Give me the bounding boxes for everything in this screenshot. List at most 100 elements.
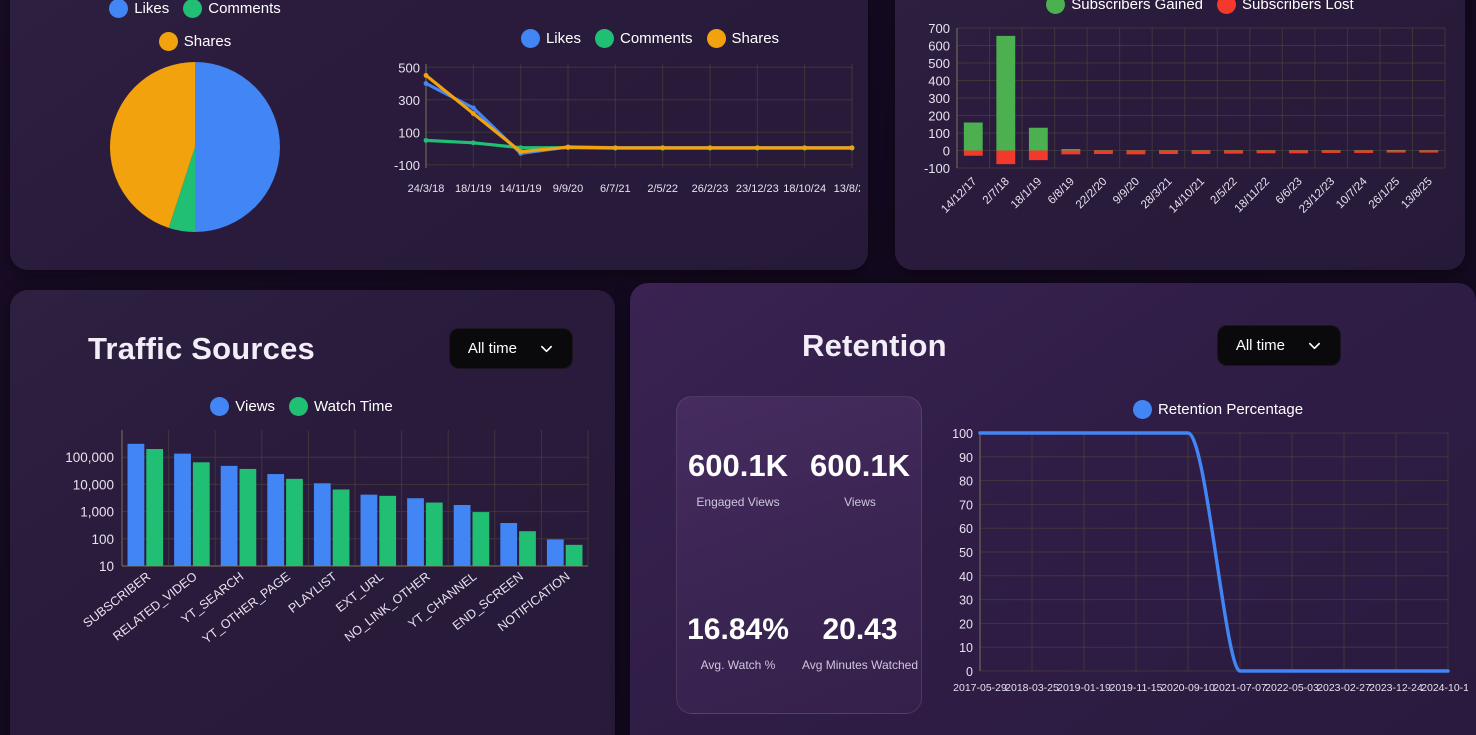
svg-text:700: 700 [928,21,950,36]
traffic-sources-timerange-value: All time [467,340,517,357]
svg-text:2/7/18: 2/7/18 [981,176,1012,207]
legend-item-shares-line[interactable]: Shares [706,29,780,48]
legend-dot-shares [158,32,178,51]
legend-label-comments: Comments [619,30,693,47]
kpi-avg-watch-percent-label: Avg. Watch % [700,657,776,672]
retention-timerange-value: All time [1235,337,1285,354]
kpi-views: 600.1K Views [799,448,921,510]
svg-text:13/8/25: 13/8/25 [1399,176,1435,212]
subscribers-panel: Subscribers Gained Subscribers Lost -100… [895,0,1465,270]
svg-text:30: 30 [959,594,973,608]
svg-text:70: 70 [959,498,973,512]
legend-item-subscribers-gained[interactable]: Subscribers Gained [1046,0,1203,14]
retention-kpi-row-bottom: 16.84% Avg. Watch % 20.43 Avg Minutes Wa… [677,613,921,673]
legend-dot-likes [109,0,129,18]
svg-text:RELATED_VIDEO: RELATED_VIDEO [110,569,200,643]
legend-dot-shares [706,29,726,48]
svg-text:14/10/21: 14/10/21 [1167,176,1207,216]
svg-text:20: 20 [959,617,973,631]
retention-timerange-dropdown[interactable]: All time [1216,325,1341,366]
svg-text:300: 300 [398,93,420,108]
svg-text:100: 100 [398,125,420,140]
svg-text:9/9/20: 9/9/20 [553,183,584,195]
engagement-pie-chart[interactable] [95,59,295,239]
kpi-avg-watch-percent-value: 16.84% [687,612,789,646]
legend-label-subscribers-lost: Subscribers Lost [1242,0,1354,13]
legend-label-watch-time: Watch Time [314,398,393,415]
svg-text:22/2/20: 22/2/20 [1074,176,1110,212]
legend-item-likes-line[interactable]: Likes [520,29,581,48]
svg-text:2023-12-24: 2023-12-24 [1369,682,1423,694]
svg-text:18/1/19: 18/1/19 [1009,176,1045,212]
legend-item-watch-time[interactable]: Watch Time [289,397,393,416]
subscribers-legend: Subscribers Gained Subscribers Lost [935,0,1465,14]
svg-text:2/5/22: 2/5/22 [647,183,678,195]
kpi-avg-minutes-watched-value: 20.43 [822,612,898,646]
legend-dot-likes [520,29,540,48]
legend-item-likes[interactable]: Likes [109,0,169,18]
kpi-avg-minutes-watched: 20.43 Avg Minutes Watched [799,613,921,673]
engagement-pie-block: Likes Comments Shares [10,0,380,239]
svg-text:500: 500 [398,60,420,75]
legend-item-retention-percentage[interactable]: Retention Percentage [1132,400,1303,419]
kpi-engaged-views: 600.1K Engaged Views [677,448,799,510]
legend-item-views[interactable]: Views [210,397,275,416]
engagement-line-chart[interactable]: -100 100 300 500 24/3/18 18/1/19 14/11/19 9/9/2… [380,56,860,206]
engagement-pie-legend: Likes Comments Shares [80,0,310,51]
svg-text:10: 10 [99,559,114,574]
legend-label-shares: Shares [731,30,780,47]
kpi-engaged-views-value: 600.1K [688,448,788,483]
retention-title: Retention [802,327,947,363]
svg-text:0: 0 [943,144,950,159]
retention-line-chart[interactable]: 0 10 20 30 40 50 60 70 80 90 100 2017-05-292018-03-… [938,421,1468,711]
svg-text:200: 200 [928,109,950,124]
svg-text:18/11/22: 18/11/22 [1233,176,1273,216]
svg-text:14/12/17: 14/12/17 [939,176,979,216]
svg-text:1,000: 1,000 [80,505,114,520]
legend-item-comments[interactable]: Comments [183,0,281,18]
svg-text:18/10/24: 18/10/24 [783,183,826,195]
svg-text:2/5/22: 2/5/22 [1209,176,1240,207]
svg-text:300: 300 [928,91,950,106]
svg-text:PLAYLIST: PLAYLIST [286,569,340,616]
svg-text:2023-02-27: 2023-02-27 [1317,682,1371,694]
svg-text:2019-11-15: 2019-11-15 [1110,682,1163,694]
engagement-panel-body: Likes Comments Shares [10,0,868,239]
svg-text:500: 500 [928,56,950,71]
subscribers-bar-chart[interactable]: -100 0 100 200 300 400 500 600 700 14/12/17 2/7/18… [895,18,1455,268]
traffic-sources-timerange-dropdown[interactable]: All time [448,328,573,369]
legend-label-comments: Comments [208,0,281,17]
traffic-sources-bar-chart[interactable]: 101001,00010,000100,000SUBSCRIBERRELATED… [10,416,615,716]
legend-dot-comments [594,29,614,48]
legend-dot-retention-percentage [1132,400,1152,419]
svg-text:24/3/18: 24/3/18 [408,183,445,195]
svg-text:26/1/25: 26/1/25 [1367,176,1403,212]
svg-text:2024-10-19: 2024-10-19 [1421,682,1468,694]
kpi-avg-watch-percent: 16.84% Avg. Watch % [677,613,799,673]
legend-item-comments-line[interactable]: Comments [594,29,693,48]
svg-text:0: 0 [966,665,973,679]
legend-dot-subscribers-lost [1217,0,1236,14]
kpi-views-value: 600.1K [810,448,910,483]
svg-text:NO_LINK_OTHER: NO_LINK_OTHER [342,569,433,644]
svg-text:50: 50 [959,546,973,560]
chevron-down-icon [539,341,554,356]
legend-label-likes: Likes [545,30,581,47]
retention-legend: Retention Percentage [968,400,1468,419]
legend-item-subscribers-lost[interactable]: Subscribers Lost [1217,0,1354,14]
svg-text:60: 60 [959,522,973,536]
svg-text:23/12/23: 23/12/23 [1297,176,1337,216]
svg-text:90: 90 [959,451,973,465]
legend-label-shares: Shares [183,33,232,50]
svg-text:14/11/19: 14/11/19 [500,183,542,195]
kpi-avg-minutes-watched-label: Avg Minutes Watched [801,657,919,672]
svg-text:600: 600 [928,39,950,54]
legend-item-shares[interactable]: Shares [80,32,310,51]
traffic-sources-title: Traffic Sources [88,330,315,366]
svg-text:2017-05-29: 2017-05-29 [953,682,1007,694]
svg-text:23/12/23: 23/12/23 [736,183,779,195]
retention-panel: Retention All time 600.1K Engaged Views … [630,283,1476,735]
svg-text:18/1/19: 18/1/19 [455,183,492,195]
legend-label-likes: Likes [134,0,170,17]
svg-text:100: 100 [91,532,114,547]
